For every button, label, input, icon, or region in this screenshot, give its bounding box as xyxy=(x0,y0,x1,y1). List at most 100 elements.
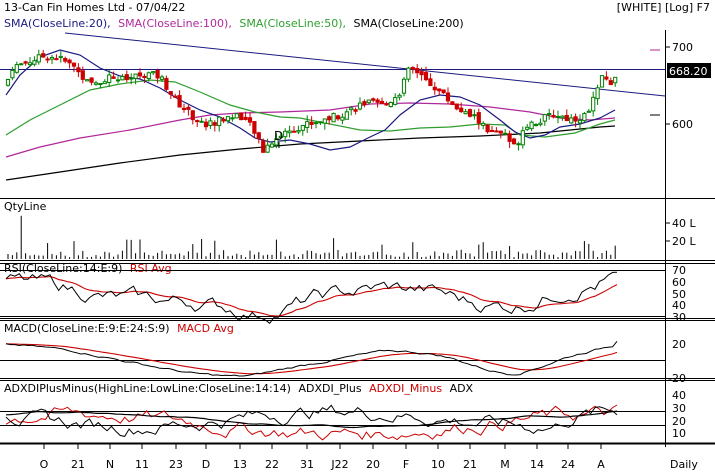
adx-legend-minus: ADXDI_Minus xyxy=(369,382,442,395)
candles xyxy=(5,49,618,153)
candle xyxy=(476,108,481,130)
rsi-avg-line xyxy=(5,276,618,317)
candle xyxy=(604,71,609,81)
candle xyxy=(63,56,68,64)
adx-plus-line xyxy=(5,404,618,437)
candle xyxy=(366,99,371,105)
candle xyxy=(419,67,424,81)
candle xyxy=(208,117,213,129)
candle xyxy=(371,97,376,103)
x-tick-label: 21 xyxy=(71,458,85,471)
candle xyxy=(14,61,19,74)
macd-avg-line xyxy=(5,343,618,375)
candle xyxy=(318,121,323,125)
candle xyxy=(445,87,451,105)
candle xyxy=(186,104,191,116)
volume-label: QtyLine xyxy=(4,200,47,213)
sma20-legend: SMA(CloseLine:20), xyxy=(4,17,111,30)
candle xyxy=(305,115,310,133)
candle xyxy=(173,93,178,99)
candle xyxy=(599,75,605,88)
x-tick-label: M xyxy=(500,458,510,471)
rsi-tick-30: 30 xyxy=(672,311,686,324)
candle xyxy=(5,78,11,87)
candle xyxy=(296,125,301,135)
candle xyxy=(291,126,297,133)
adx-legend-plus: ADXDI_Plus xyxy=(298,382,361,395)
candle xyxy=(252,121,257,138)
candle xyxy=(217,116,222,132)
candle xyxy=(481,121,486,130)
candle xyxy=(23,60,28,66)
candle xyxy=(560,115,565,121)
x-tick-label: J22 xyxy=(330,458,348,471)
candle xyxy=(555,110,561,124)
candle xyxy=(230,114,235,122)
x-tick-label: 14 xyxy=(530,458,544,471)
candle xyxy=(428,73,433,87)
candle xyxy=(577,114,583,129)
candle xyxy=(309,116,314,130)
rsi-tick-40: 40 xyxy=(672,299,686,312)
trendline xyxy=(64,32,666,97)
adx-tick-30: 30 xyxy=(672,402,686,415)
candle xyxy=(221,117,226,124)
candle xyxy=(423,66,429,82)
candle xyxy=(177,90,182,108)
rsi-line xyxy=(5,271,618,325)
candle xyxy=(393,93,398,106)
adx-legend: ADXDIPlusMinus(HighLine:LowLine:CloseLin… xyxy=(4,382,474,395)
rsi-tick-60: 60 xyxy=(672,276,686,289)
x-tick-label: N xyxy=(106,458,114,471)
candle xyxy=(19,62,24,66)
candle xyxy=(107,69,112,87)
candle xyxy=(344,108,349,120)
candle xyxy=(159,74,165,82)
macd-legend-avg: MACD Avg xyxy=(177,322,234,335)
candle xyxy=(516,141,521,151)
candle xyxy=(283,128,288,143)
rsi-y-axis: 70 60 50 40 30 xyxy=(672,264,686,324)
candle xyxy=(287,125,292,138)
sma100-line xyxy=(5,102,616,158)
candle xyxy=(247,112,253,126)
price-tick-700: 700 xyxy=(672,41,693,54)
sma200-legend: SMA(CloseLine:200) xyxy=(354,17,464,30)
adx-legend-adx: ADX xyxy=(450,382,474,395)
candle xyxy=(278,133,283,140)
x-tick-label: D xyxy=(202,458,210,471)
x-tick-label: 23 xyxy=(169,458,183,471)
price-tick-600: 600 xyxy=(672,118,693,131)
candle xyxy=(243,111,248,121)
rsi-tick-70: 70 xyxy=(672,264,686,277)
candle xyxy=(591,91,596,117)
candle xyxy=(164,75,169,91)
candle xyxy=(225,116,231,124)
macd-legend: MACD(CloseLine:E:9:E:24:S:9) MACD Avg xyxy=(4,322,234,335)
x-tick-label: 31 xyxy=(300,458,314,471)
candle xyxy=(362,99,367,108)
candle xyxy=(507,130,512,148)
x-tick-label: 11 xyxy=(135,458,149,471)
candle xyxy=(467,108,473,118)
x-tick-label: 10 xyxy=(431,458,445,471)
candle xyxy=(195,119,200,127)
chart-flags: [WHITE] [Log] F7 xyxy=(617,1,710,14)
adx-tick-40: 40 xyxy=(672,389,686,402)
candle xyxy=(98,83,103,89)
candle xyxy=(10,66,15,81)
candle xyxy=(441,89,446,94)
x-tick-label: 13 xyxy=(233,458,247,471)
candle xyxy=(533,123,539,127)
x-tick-label: 20 xyxy=(366,458,380,471)
candle xyxy=(450,101,455,106)
candle xyxy=(489,125,495,133)
candle xyxy=(410,66,415,74)
candle xyxy=(199,117,204,123)
macd-tick-20: 20 xyxy=(672,338,686,351)
candle xyxy=(41,49,46,58)
candle xyxy=(137,68,143,79)
candle xyxy=(463,108,468,115)
candle xyxy=(212,120,217,132)
x-tick-label: A xyxy=(597,458,605,471)
